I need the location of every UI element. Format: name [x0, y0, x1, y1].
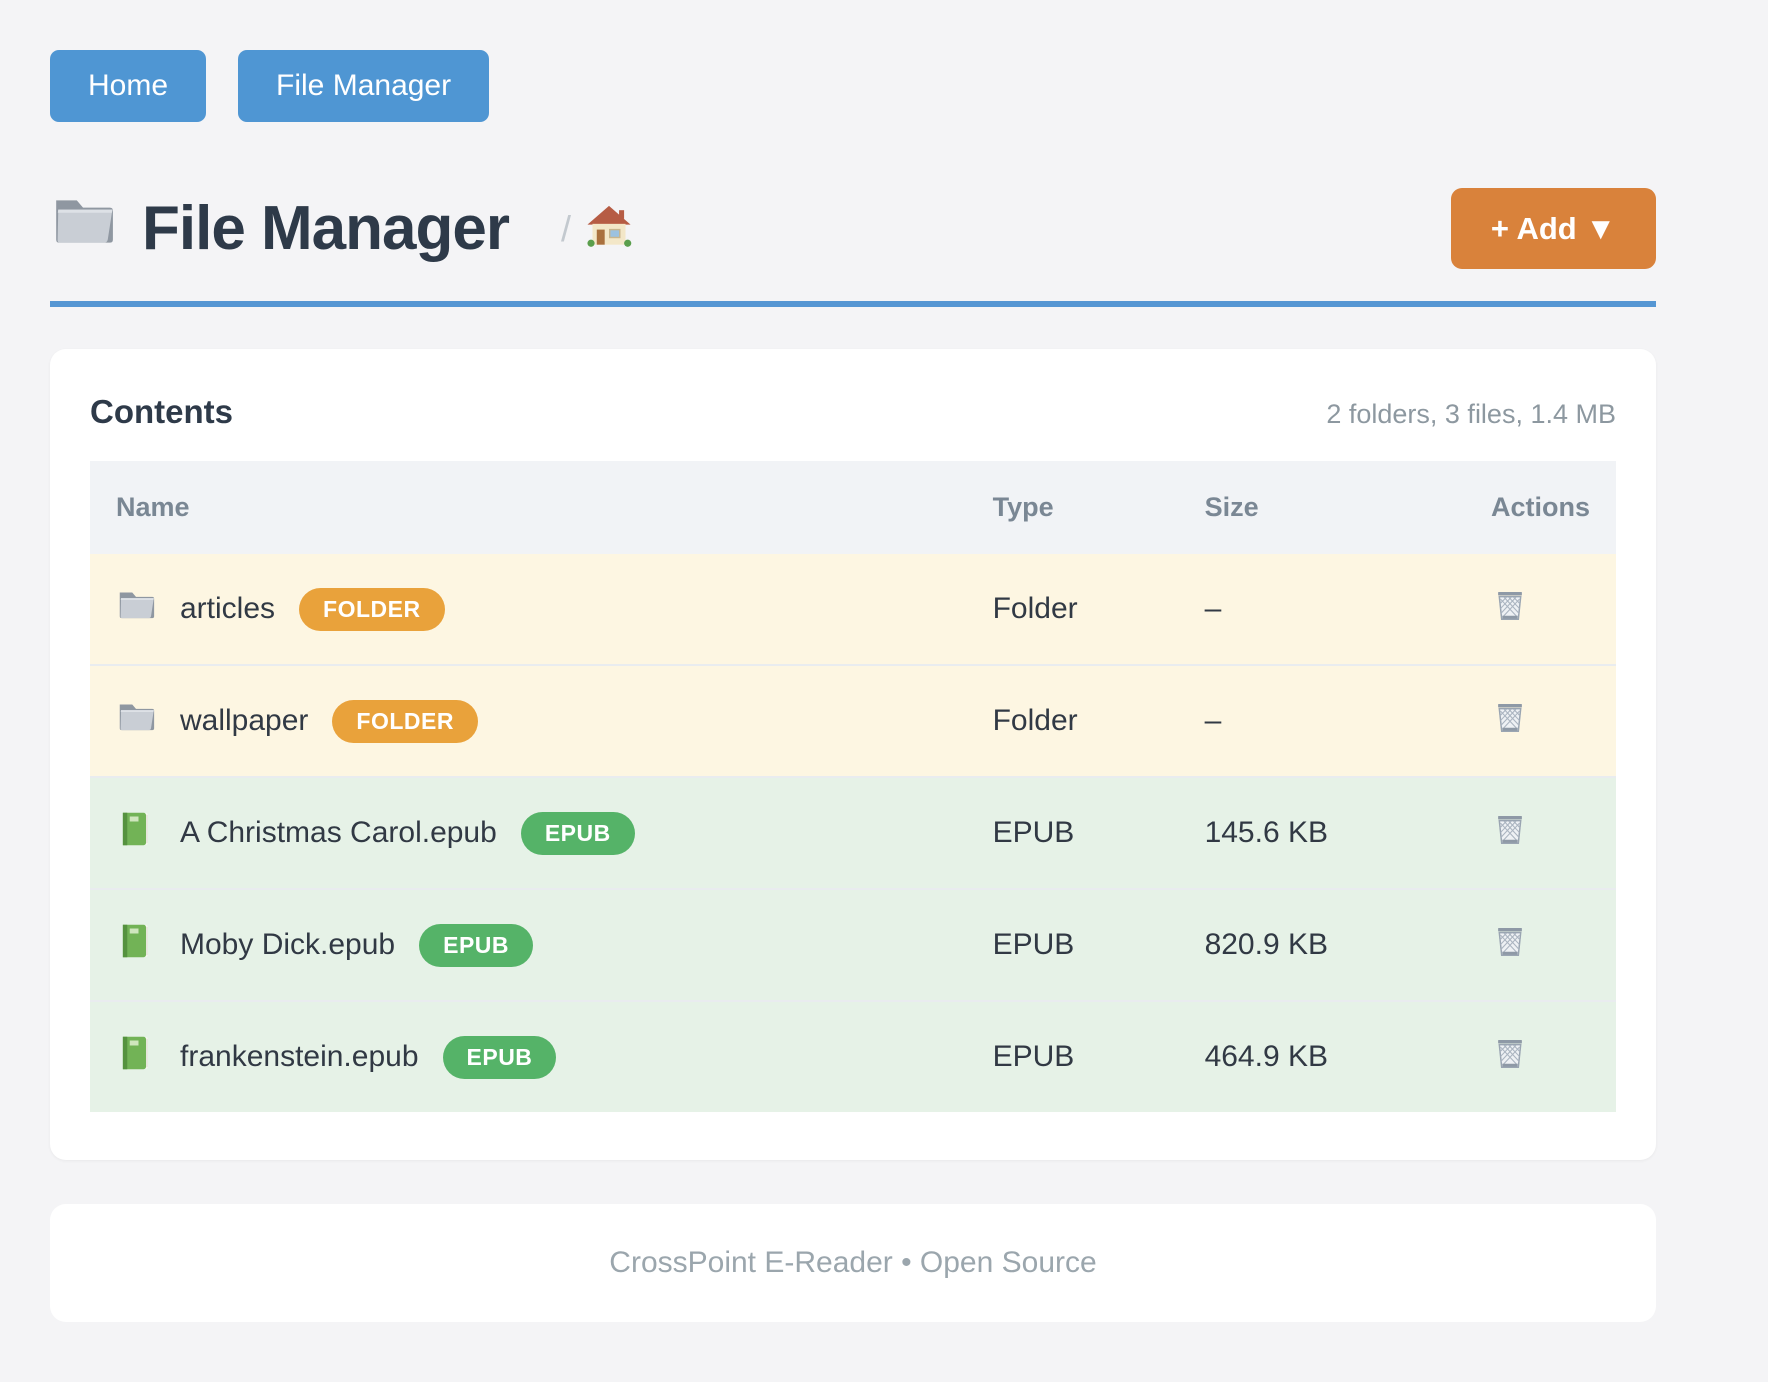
table-row: Moby Dick.epub EPUB EPUB 820.9 KB: [90, 889, 1616, 1001]
file-size: 820.9 KB: [1204, 928, 1328, 961]
file-name[interactable]: articles: [180, 592, 276, 625]
file-name[interactable]: A Christmas Carol.epub: [180, 816, 497, 849]
contents-title: Contents: [90, 393, 233, 430]
page-title: File Manager /: [50, 188, 632, 269]
type-badge: EPUB: [442, 1035, 557, 1079]
delete-button[interactable]: [1491, 698, 1529, 739]
footer-text: CrossPoint E-Reader • Open Source: [609, 1246, 1097, 1279]
table-row: wallpaper FOLDER Folder –: [90, 665, 1616, 777]
green-book-icon: [116, 1033, 156, 1081]
type-badge: EPUB: [419, 923, 534, 967]
page-header: File Manager / + Add ▼: [50, 188, 1656, 269]
folder-icon: [116, 585, 156, 633]
home-icon[interactable]: [586, 193, 632, 264]
file-size: 145.6 KB: [1204, 816, 1328, 849]
delete-button[interactable]: [1491, 810, 1529, 851]
file-type: EPUB: [992, 816, 1075, 849]
folder-icon: [50, 188, 116, 269]
top-nav: Home File Manager: [50, 50, 1656, 122]
delete-button[interactable]: [1491, 1034, 1529, 1075]
file-type: EPUB: [992, 1040, 1075, 1073]
trash-icon: [1491, 815, 1529, 851]
type-badge: FOLDER: [299, 587, 445, 631]
green-book-icon: [116, 921, 156, 969]
column-header-size: Size: [1178, 461, 1465, 554]
delete-button[interactable]: [1491, 586, 1529, 627]
file-table: Name Type Size Actions: [90, 461, 1616, 1112]
home-button[interactable]: Home: [50, 50, 207, 122]
table-row: frankenstein.epub EPUB EPUB 464.9 KB: [90, 1001, 1616, 1112]
breadcrumb-separator: /: [561, 207, 571, 249]
file-size: –: [1204, 592, 1222, 625]
column-header-name: Name: [90, 461, 967, 554]
file-type: Folder: [992, 592, 1078, 625]
trash-icon: [1491, 703, 1529, 739]
file-size: –: [1204, 704, 1222, 737]
file-table-body: articles FOLDER Folder –: [90, 554, 1616, 1112]
file-type: EPUB: [992, 928, 1075, 961]
trash-icon: [1491, 927, 1529, 963]
title-underline: [50, 301, 1656, 307]
contents-summary: 2 folders, 3 files, 1.4 MB: [1326, 399, 1616, 429]
table-row: A Christmas Carol.epub EPUB EPUB 145.6 K…: [90, 777, 1616, 889]
type-badge: FOLDER: [332, 699, 478, 743]
footer: CrossPoint E-Reader • Open Source: [50, 1204, 1656, 1322]
file-name[interactable]: frankenstein.epub: [180, 1040, 419, 1073]
page-title-text: File Manager: [142, 194, 510, 263]
green-book-icon: [116, 809, 156, 857]
folder-icon: [116, 697, 156, 745]
trash-icon: [1491, 1039, 1529, 1075]
table-header-row: Name Type Size Actions: [90, 461, 1616, 554]
type-badge: EPUB: [520, 811, 635, 855]
breadcrumb: /: [561, 193, 632, 264]
contents-card-header: Contents 2 folders, 3 files, 1.4 MB: [90, 393, 1616, 431]
file-size: 464.9 KB: [1204, 1040, 1328, 1073]
table-row: articles FOLDER Folder –: [90, 554, 1616, 665]
add-button[interactable]: + Add ▼: [1450, 188, 1656, 269]
contents-card: Contents 2 folders, 3 files, 1.4 MB Name…: [50, 349, 1656, 1160]
file-name[interactable]: wallpaper: [180, 704, 309, 737]
file-manager-button[interactable]: File Manager: [238, 50, 490, 122]
column-header-type: Type: [966, 461, 1179, 554]
file-type: Folder: [992, 704, 1078, 737]
file-name[interactable]: Moby Dick.epub: [180, 928, 396, 961]
trash-icon: [1491, 591, 1529, 627]
column-header-actions: Actions: [1464, 461, 1616, 554]
delete-button[interactable]: [1491, 922, 1529, 963]
